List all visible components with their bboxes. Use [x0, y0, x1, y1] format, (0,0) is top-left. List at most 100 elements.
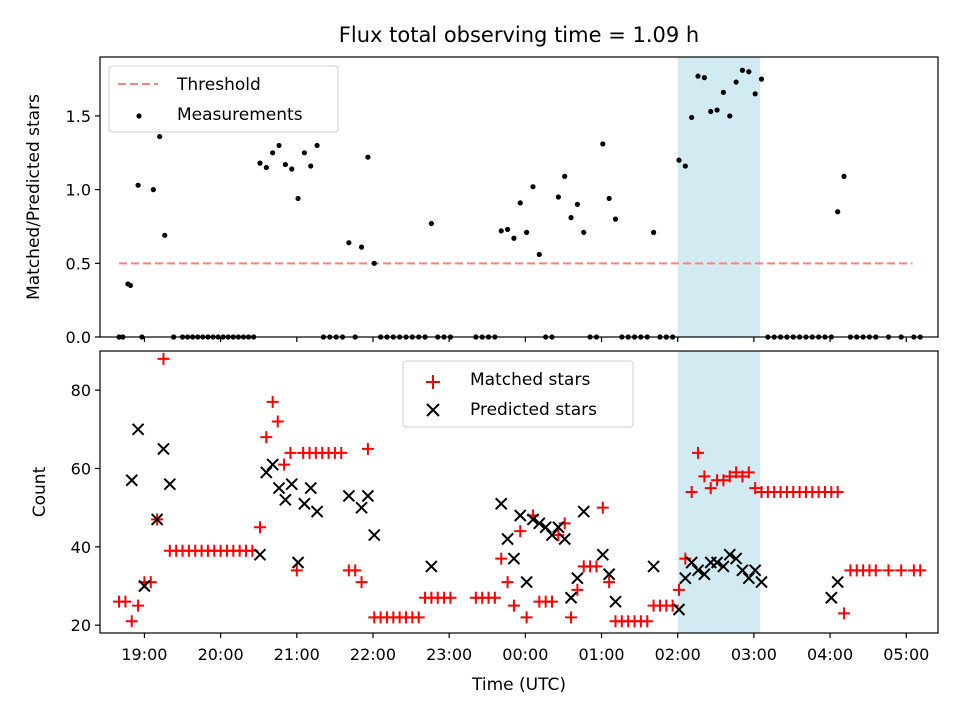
measurement-point	[841, 173, 847, 179]
matched-star-point	[882, 564, 895, 577]
predicted-star-point	[552, 521, 565, 534]
predicted-star-point	[514, 509, 527, 522]
y-tick-label: 80	[71, 381, 91, 400]
measurement-point	[530, 184, 536, 190]
measurement-point	[695, 73, 701, 79]
predicted-star-point	[564, 591, 578, 604]
matched-star-point	[507, 599, 520, 612]
measurement-point	[276, 142, 282, 149]
measurements-legend-marker	[136, 113, 142, 119]
measurement-point	[536, 251, 542, 258]
matched-star-point	[704, 482, 717, 495]
measurement-point	[568, 215, 574, 221]
measurement-point	[752, 91, 758, 97]
predicted-star-point	[501, 532, 514, 546]
measurement-point	[358, 244, 365, 250]
predicted-star-point	[304, 481, 317, 495]
predicted-star-point	[260, 466, 273, 479]
x-tick-label: 00:00	[502, 645, 548, 664]
bottom-panel: 20 40 60 80 19:00 20:00 21:00 22:00 23:00 00:00 0…	[30, 350, 939, 695]
predicted-star-point	[672, 603, 686, 616]
threshold-legend-label: Threshold	[176, 75, 261, 95]
predicted-star-point	[545, 528, 559, 542]
bottom-legend-box	[402, 360, 634, 428]
matched-star-point	[565, 611, 578, 624]
matched-star-point	[361, 442, 374, 455]
measurement-point	[574, 201, 581, 207]
matched-legend-marker	[426, 375, 440, 389]
matched-star-point	[641, 615, 654, 628]
matched-star-point	[119, 595, 132, 608]
measurement-point	[504, 226, 511, 233]
matched-star-point	[679, 552, 692, 565]
predicted-star-point	[742, 571, 756, 585]
measurement-point	[701, 75, 707, 81]
matched-star-point	[349, 564, 362, 577]
measurement-point	[708, 108, 714, 115]
matched-star-point	[717, 474, 730, 487]
matched-star-point	[685, 486, 698, 498]
predicted-star-point	[647, 560, 660, 573]
predicted-legend-label: Predicted stars	[470, 400, 597, 420]
y-tick-label: 0.5	[66, 254, 91, 273]
measurement-point	[289, 166, 295, 172]
matched-star-point	[672, 583, 685, 596]
matched-star-point	[125, 615, 138, 628]
predicted-star-point	[131, 423, 145, 436]
matched-star-point	[736, 470, 749, 483]
matched-star-point	[730, 466, 743, 479]
matched-star-point	[266, 395, 279, 408]
measurement-point	[314, 142, 320, 149]
matched-star-point	[749, 482, 762, 495]
predicted-star-point	[526, 513, 540, 526]
matched-star-point	[546, 595, 559, 608]
matched-star-point	[552, 529, 565, 542]
measurement-point	[346, 240, 352, 246]
measurement-point	[727, 113, 733, 119]
measurement-point	[150, 187, 156, 193]
predicted-star-point	[748, 564, 762, 577]
x-tick-label: 22:00	[350, 645, 396, 664]
matched-star-point	[501, 576, 514, 589]
top-panel-frame	[99, 56, 939, 338]
matched-star-point	[355, 576, 368, 589]
measurement-point	[714, 107, 720, 113]
x-tick-label: 20:00	[198, 645, 244, 664]
predicted-star-point	[602, 568, 616, 581]
measurement-point	[739, 67, 746, 73]
y-tick-label: 60	[71, 460, 91, 479]
top-panel: 0.0 0.5 1.0 1.5 Matched/Predicted stars Thr…	[24, 56, 939, 347]
measurement-point	[720, 89, 727, 95]
matched-star-point	[596, 501, 609, 514]
matched-star-point	[514, 525, 527, 538]
predicted-star-point	[368, 528, 381, 542]
predicted-star-point	[577, 505, 590, 518]
top-legend-box	[108, 65, 339, 133]
y-tick-label: 1.5	[66, 107, 91, 126]
measurement-point	[127, 282, 134, 289]
predicted-star-point	[266, 458, 279, 471]
predicted-star-point	[710, 556, 724, 569]
predicted-star-point	[679, 571, 692, 585]
matched-star-point	[869, 564, 882, 577]
matched-star-point	[157, 352, 170, 365]
x-tick-label: 03:00	[731, 645, 777, 664]
measurement-point	[263, 164, 269, 171]
top-panel-y-ticks: 0.0 0.5 1.0 1.5	[66, 107, 100, 347]
matched-star-point	[290, 564, 303, 577]
measurement-point	[257, 160, 263, 166]
predicted-star-point	[272, 481, 286, 495]
matched-star-point	[666, 599, 679, 612]
measurement-point	[555, 194, 561, 200]
predicted-star-point	[698, 568, 711, 581]
top-panel-plot	[116, 67, 923, 340]
matched-star-point	[914, 564, 927, 577]
matched-star-point	[444, 591, 457, 604]
predicted-star-point	[691, 564, 705, 577]
predicted-star-point	[729, 552, 743, 565]
measurement-point	[365, 154, 371, 160]
bottom-panel-x-ticks: 19:00 20:00 21:00 22:00 23:00 00:00 01:00 02:00…	[121, 633, 929, 664]
predicted-star-point	[125, 474, 138, 487]
matched-star-point	[144, 576, 157, 589]
